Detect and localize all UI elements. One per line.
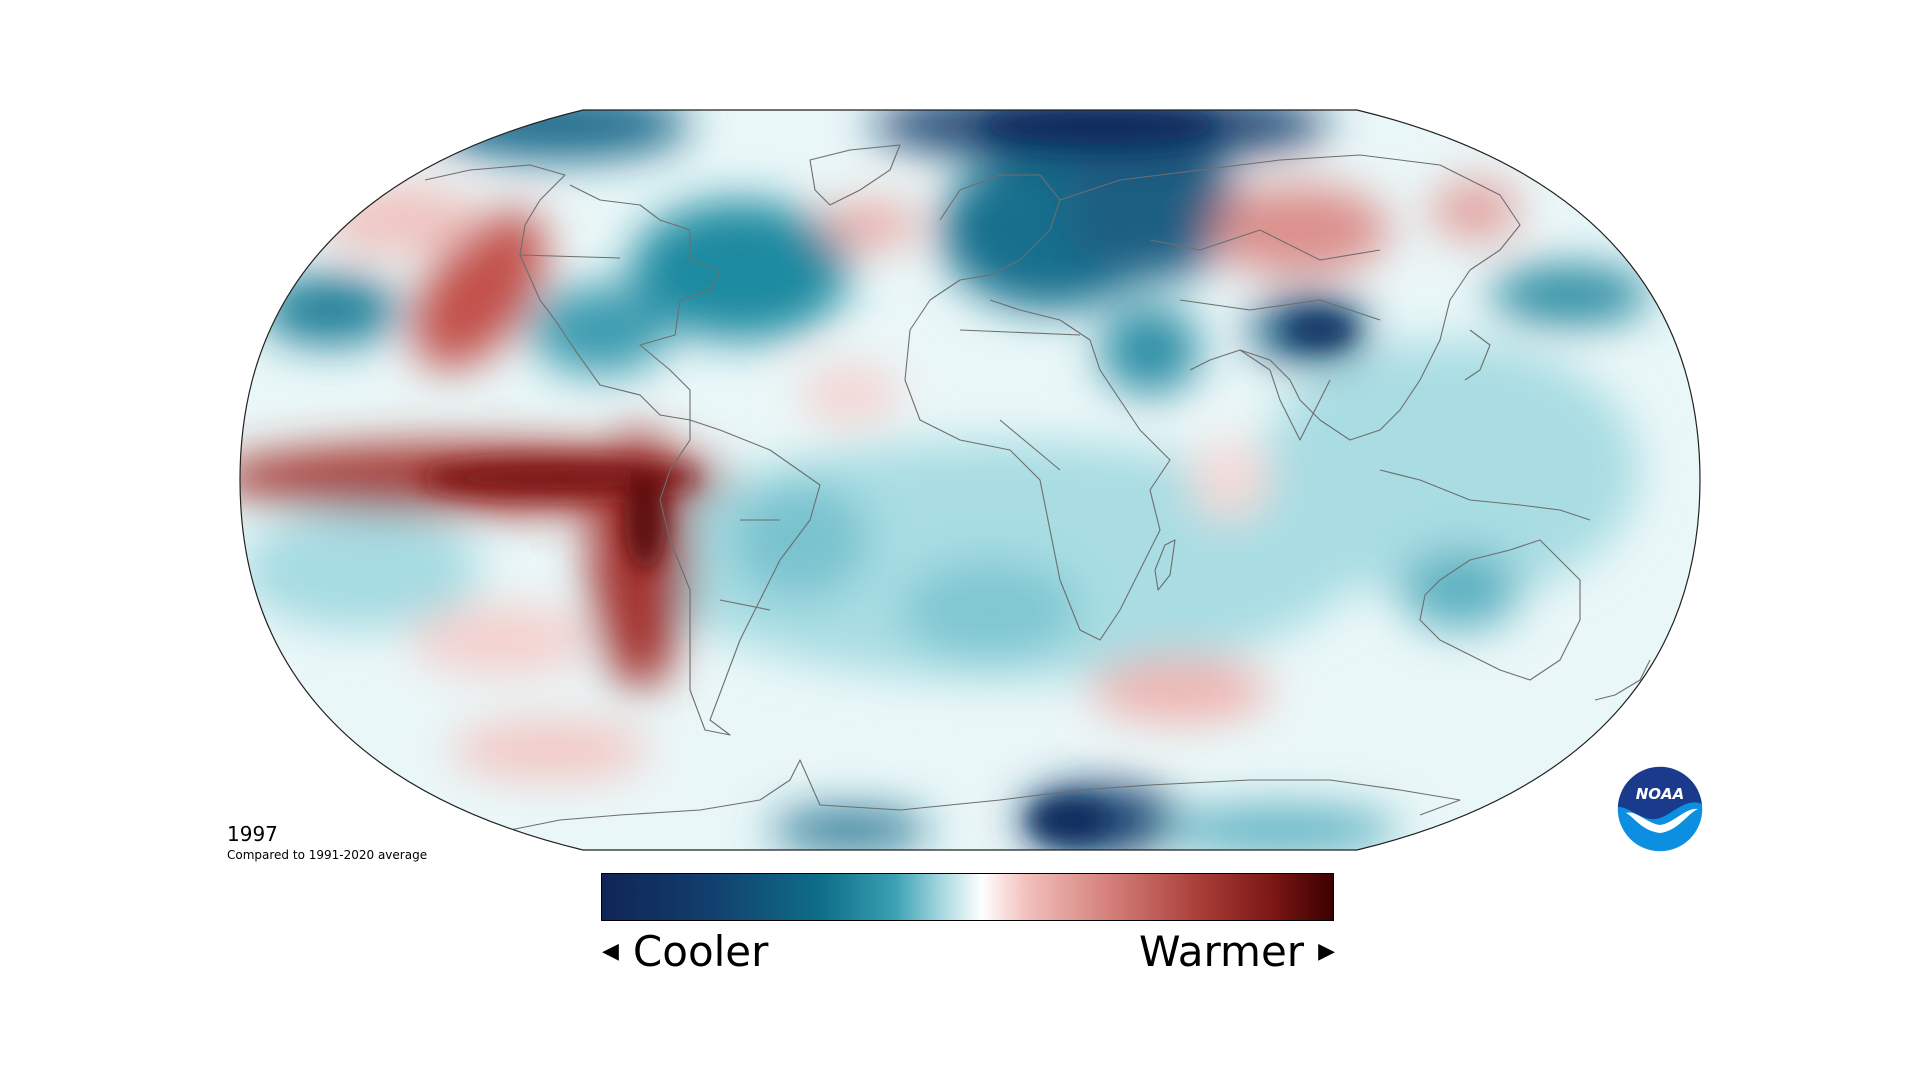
cool-anomaly <box>770 810 930 850</box>
cool-anomaly <box>630 200 850 340</box>
triangle-right-icon: ▶ <box>1318 939 1335 964</box>
cool-anomaly <box>1160 805 1400 850</box>
new-zealand-coast <box>1594 659 1651 701</box>
warmer-text: Warmer <box>1138 927 1305 976</box>
cool-anomaly <box>430 110 690 160</box>
cool-anomaly <box>530 285 670 375</box>
colorbar <box>601 873 1334 921</box>
india-coast <box>1239 349 1331 441</box>
asia-coast <box>1059 154 1521 441</box>
south-america-coast <box>659 419 821 736</box>
noaa-logo-text: NOAA <box>1636 785 1685 803</box>
indonesia-coast <box>1379 469 1591 521</box>
cool-anomaly <box>980 110 1220 143</box>
cooler-text: Cooler <box>632 927 769 976</box>
warmer-label: Warmer ▶ <box>1139 926 1335 978</box>
cool-anomaly <box>1285 312 1355 348</box>
warm-anomaly <box>1210 185 1390 275</box>
madagascar-coast <box>1154 539 1176 591</box>
cool-anomaly <box>1100 305 1200 395</box>
warm-anomaly <box>1190 440 1270 520</box>
cooler-label: ◀ Cooler <box>602 926 768 978</box>
cool-anomaly <box>730 480 870 600</box>
cool-anomaly <box>1060 140 1240 280</box>
triangle-left-icon: ◀ <box>602 939 619 964</box>
cool-anomaly <box>1260 340 1640 600</box>
colorbar-gradient <box>602 874 1333 920</box>
warm-anomaly <box>450 720 650 780</box>
noaa-logo-icon: NOAA <box>1616 765 1704 853</box>
warm-anomaly <box>625 470 665 570</box>
cool-anomaly <box>240 510 480 630</box>
warm-anomaly <box>1090 658 1270 722</box>
cool-anomaly <box>900 560 1080 660</box>
europe-africa-coast <box>904 174 1171 641</box>
warm-anomaly <box>1430 180 1520 240</box>
australia-coast <box>1419 539 1581 681</box>
country-border <box>519 254 621 259</box>
warm-anomaly <box>414 210 546 370</box>
cool-anomaly <box>1400 550 1520 630</box>
warm-anomaly <box>800 365 900 425</box>
coastlines <box>424 144 1651 831</box>
year-label: 1997 <box>227 822 278 846</box>
antarctica-coast <box>509 759 1461 831</box>
cool-anomaly <box>260 275 400 345</box>
country-border <box>719 229 1381 611</box>
greenland-coast <box>809 144 901 206</box>
baseline-label: Compared to 1991-2020 average <box>227 848 428 862</box>
warm-anomaly <box>410 605 590 675</box>
japan-coast <box>1464 329 1491 381</box>
globe-outline <box>239 109 1701 851</box>
warm-anomaly <box>820 203 920 247</box>
warm-anomaly <box>320 185 480 255</box>
cool-anomaly <box>1490 265 1650 325</box>
cool-anomaly <box>1030 798 1110 842</box>
